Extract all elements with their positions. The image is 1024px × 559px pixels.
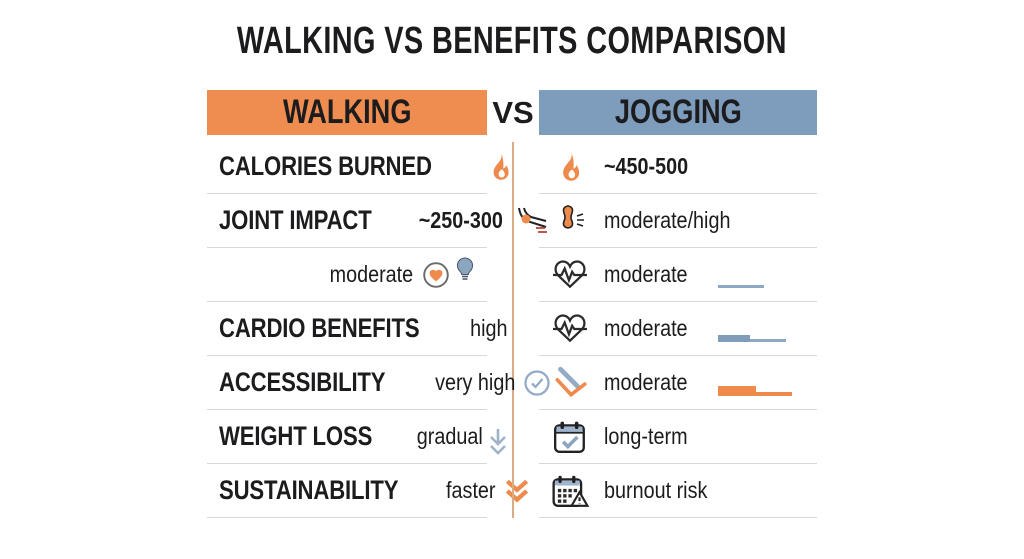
level-bar: [718, 335, 787, 342]
column-headers: WALKING VS JOGGING: [207, 90, 817, 135]
walking-value: ~250-300: [418, 207, 503, 233]
walking-cell: CALORIES BURNED: [207, 140, 509, 194]
comparison-board: WALKING VS JOGGING CALORIES BURNED: [207, 90, 817, 518]
jogging-header: JOGGING: [539, 90, 817, 135]
jogging-cell: moderate: [539, 248, 817, 302]
double-chevron-down-icon: [503, 477, 531, 505]
jogging-value: moderate: [604, 261, 688, 287]
jogging-value: burnout risk: [604, 477, 708, 503]
jogging-value: moderate: [604, 369, 688, 395]
jogging-cell: moderate/high: [539, 194, 817, 248]
walking-header-label: WALKING: [282, 93, 412, 131]
jogging-value: ~450-500: [604, 153, 689, 179]
walking-cell: CARDIO BENEFITS high: [207, 302, 507, 356]
heart-pulse-icon: [550, 258, 590, 292]
walking-header: WALKING: [207, 90, 487, 135]
jogging-cell: moderate: [539, 302, 817, 356]
level-bar: [718, 285, 765, 288]
comparison-rows: CALORIES BURNED ~450-500: [207, 140, 817, 518]
row-label: SUSTAINABILITY: [219, 475, 399, 505]
knee-joint-icon: [511, 206, 549, 236]
walking-cell: moderate: [207, 248, 487, 302]
jogging-cell: ~450-500: [539, 140, 817, 194]
walking-cell: WEIGHT LOSS gradual: [207, 410, 506, 464]
jogging-value: long-term: [604, 423, 688, 449]
walking-value: faster: [445, 477, 496, 503]
table-row: CALORIES BURNED ~450-500: [207, 140, 817, 194]
page-title-text: WALKING VS BENEFITS COMPARISON: [236, 20, 787, 62]
level-bar: [718, 386, 793, 396]
walking-cell: SUSTAINABILITY faster: [207, 464, 529, 518]
row-label: WEIGHT LOSS: [219, 421, 373, 451]
check-circle-icon: [523, 369, 551, 397]
flame-icon: [487, 152, 513, 182]
jogging-cell: burnout risk: [539, 464, 817, 518]
center-divider: [512, 142, 514, 518]
row-label: JOINT IMPACT: [219, 205, 372, 235]
row-label: CARDIO BENEFITS: [219, 313, 420, 343]
walking-value: moderate: [329, 261, 413, 287]
lightbulb-icon: [453, 256, 477, 286]
row-label: ACCESSIBILITY: [219, 367, 386, 397]
page-title: WALKING VS BENEFITS COMPARISON: [0, 20, 1024, 63]
jogging-header-label: JOGGING: [614, 93, 742, 131]
table-row: moderate moderate: [207, 248, 817, 302]
walking-value: gradual: [416, 423, 483, 449]
walking-cell: ACCESSIBILITY very high: [207, 356, 550, 410]
table-row: SUSTAINABILITY faster burnout risk: [207, 464, 817, 518]
walking-cell: JOINT IMPACT ~250-300: [207, 194, 547, 248]
table-row: CARDIO BENEFITS high moderate: [207, 302, 817, 356]
table-row: WEIGHT LOSS gradual long-term: [207, 410, 817, 464]
flame-icon: [556, 151, 584, 183]
vs-label: VS: [492, 94, 534, 130]
diagonal-check-icon: [552, 366, 588, 400]
heart-pulse-icon: [550, 312, 590, 346]
calendar-check-icon: [552, 420, 588, 454]
jogging-cell: moderate: [539, 356, 817, 410]
jogging-value: moderate/high: [604, 207, 731, 233]
table-row: JOINT IMPACT ~250-300 moderate/high: [207, 194, 817, 248]
down-arrow-icon: [487, 427, 509, 457]
table-row: ACCESSIBILITY very high moderate: [207, 356, 817, 410]
row-label: CALORIES BURNED: [219, 151, 432, 181]
calendar-warning-icon: [551, 474, 589, 508]
walking-value: high: [469, 315, 507, 341]
jogging-value: moderate: [604, 315, 688, 341]
walking-value: very high: [434, 369, 516, 395]
jogging-cell: long-term: [539, 410, 817, 464]
joint-bone-icon: [554, 203, 586, 239]
heart-circle-icon: [421, 260, 451, 290]
